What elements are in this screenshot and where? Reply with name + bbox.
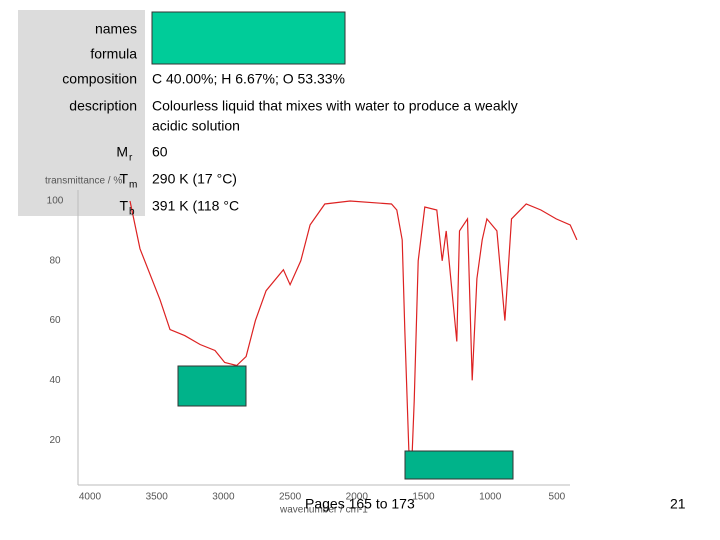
x-axis-title: wavenumber / cm-1 xyxy=(279,505,368,516)
x-tick-label: 3500 xyxy=(146,492,169,503)
spectrum-line xyxy=(129,200,578,471)
row-symbol: M xyxy=(116,144,128,160)
row-subscript: r xyxy=(129,153,133,164)
x-tick-label: 2500 xyxy=(279,492,302,503)
y-tick-label: 100 xyxy=(47,196,64,207)
x-tick-label: 1000 xyxy=(479,492,502,503)
y-tick-label: 60 xyxy=(49,315,61,326)
x-tick-label: 500 xyxy=(549,492,566,503)
row-label: composition xyxy=(62,71,137,87)
x-tick-label: 2000 xyxy=(346,492,369,503)
x-tick-label: 4000 xyxy=(79,492,102,503)
x-tick-label: 3000 xyxy=(212,492,235,503)
row-label: description xyxy=(69,98,137,114)
row-label: formula xyxy=(90,46,137,62)
x-tick-label: 1500 xyxy=(412,492,435,503)
hidden-box xyxy=(151,11,346,65)
row-value: C 40.00%; H 6.67%; O 53.33% xyxy=(152,71,345,87)
property-table: names formula composition C 40.00%; H 6.67%… xyxy=(62,21,517,218)
hidden-box xyxy=(177,365,247,407)
label-panel xyxy=(18,10,145,216)
row-value: Colourless liquid that mixes with water … xyxy=(152,98,518,114)
row-value: acidic solution xyxy=(152,118,240,134)
row-subscript: b xyxy=(129,207,135,218)
y-axis-title: transmittance / % xyxy=(45,176,122,187)
page-number: 21 xyxy=(670,496,686,512)
row-value: 391 K (118 °C xyxy=(152,198,239,214)
row-value: 290 K (17 °C) xyxy=(152,171,237,187)
page-range: Pages 165 to 173 xyxy=(305,496,415,512)
hidden-box xyxy=(404,450,514,480)
row-value: 60 xyxy=(152,144,168,160)
row-symbol: T xyxy=(119,171,128,187)
y-tick-label: 80 xyxy=(49,255,61,266)
row-subscript: m xyxy=(129,180,137,191)
row-symbol: T xyxy=(119,198,128,214)
y-tick-label: 40 xyxy=(49,375,61,386)
row-label: names xyxy=(95,21,137,37)
y-tick-label: 20 xyxy=(49,435,61,446)
